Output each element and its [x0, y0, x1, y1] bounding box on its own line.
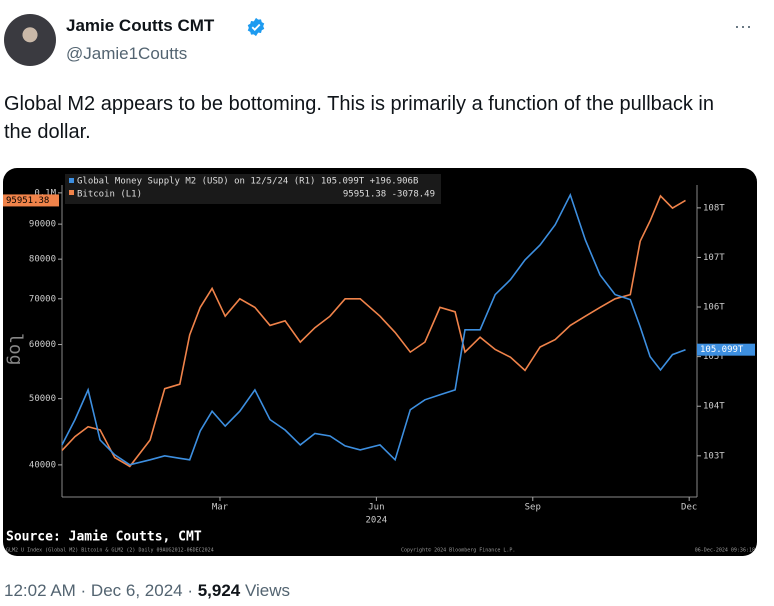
x-tick-label: Mar — [212, 503, 229, 513]
y2-tick-label: 108T — [703, 203, 725, 213]
y-axis-label: log — [5, 333, 26, 366]
last-value-label: 95951.38 — [6, 196, 49, 206]
chart-image[interactable]: 40000 50000 60000 70000 80000 90000 0.1M 103T 10… — [3, 168, 757, 556]
source-text: Source: Jamie Coutts, CMT — [6, 530, 202, 545]
y-tick-label: 40000 — [29, 460, 56, 470]
data-line — [61, 192, 686, 466]
author-handle[interactable]: @Jamie1Coutts — [66, 44, 188, 63]
views-label: Views — [240, 581, 291, 600]
legend-text: Global Money Supply M2 (USD) on 12/5/24 … — [77, 177, 418, 187]
y-tick-label: 80000 — [29, 255, 56, 265]
data-line — [61, 194, 686, 468]
y-tick-label: 70000 — [29, 294, 56, 304]
verified-badge — [247, 17, 265, 37]
views-count: 5,924 — [197, 581, 241, 600]
x-tick-label: Dec — [681, 503, 697, 513]
legend-text: Bitcoin (L1) — [77, 190, 142, 200]
y-tick-label: 0.1M — [34, 188, 56, 198]
y2-tick-label: 103T — [703, 451, 725, 461]
legend-bg — [65, 174, 441, 204]
legend-swatch — [69, 190, 74, 195]
y2-tick-label: 105T — [703, 352, 725, 362]
y-tick-label: 60000 — [29, 340, 56, 350]
x-tick-label: Sep — [525, 503, 541, 513]
tweet-text: Global M2 appears to be bottoming. This … — [4, 93, 714, 143]
author-name[interactable]: Jamie Coutts CMT — [66, 16, 215, 35]
y2-tick-label: 106T — [703, 303, 725, 313]
avatar[interactable] — [4, 14, 56, 66]
footer-text: GLM2 U Index (Global M2) Bitcoin & GLM2 … — [6, 548, 214, 554]
footer-text: 06-Dec-2024 09:36:18 — [695, 548, 755, 554]
last-value-tag — [697, 343, 755, 356]
x-tick-label: Jun — [368, 503, 384, 513]
legend-text: 95951.38 -3078.49 — [343, 190, 435, 200]
y2-tick-label: 104T — [703, 402, 725, 412]
last-value-tag — [3, 194, 59, 207]
timestamp[interactable]: 12:02 AM · Dec 6, 2024 · — [4, 581, 198, 600]
chart-background — [3, 168, 757, 556]
y2-tick-label: 107T — [703, 253, 725, 263]
last-value-label: 105.099T — [700, 345, 744, 355]
year-label: 2024 — [366, 516, 388, 526]
y-tick-label: 90000 — [29, 220, 56, 230]
y-tick-label: 50000 — [29, 394, 56, 404]
more-menu[interactable]: ··· — [734, 16, 752, 36]
tweet-meta: 12:02 AM · Dec 6, 2024 · 5,924 Views — [4, 581, 290, 601]
footer-text: Copyright© 2024 Bloomberg Finance L.P. — [401, 548, 515, 554]
legend-swatch — [69, 178, 74, 183]
